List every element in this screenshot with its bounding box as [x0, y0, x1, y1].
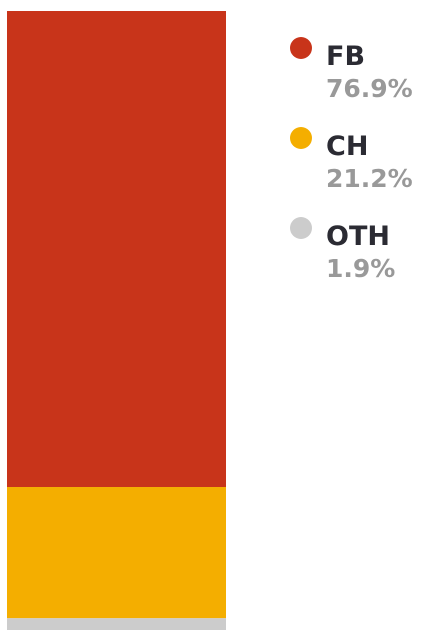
legend-name: FB — [326, 41, 365, 72]
legend-dot — [290, 127, 312, 149]
legend-value: 1.9% — [326, 254, 395, 283]
legend-name: CH — [326, 131, 368, 162]
legend-value: 21.2% — [326, 164, 413, 193]
legend-dot — [290, 37, 312, 59]
bar-segment — [7, 487, 226, 619]
bar-segment — [7, 618, 226, 630]
legend-name: OTH — [326, 221, 390, 252]
legend-value: 76.9% — [326, 74, 413, 103]
legend-dot — [290, 217, 312, 239]
bar-segment — [7, 11, 226, 488]
